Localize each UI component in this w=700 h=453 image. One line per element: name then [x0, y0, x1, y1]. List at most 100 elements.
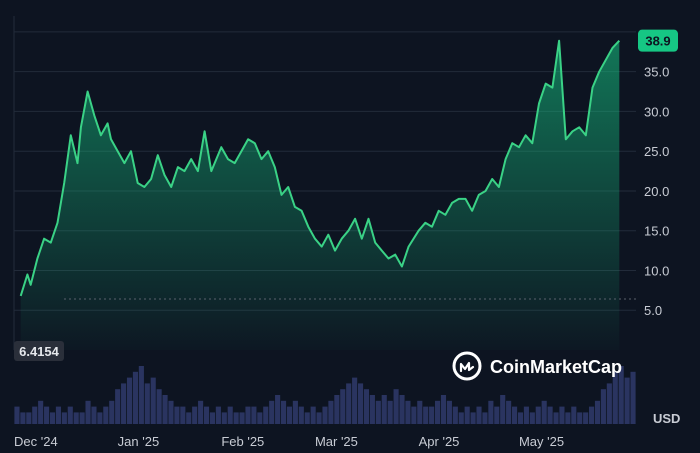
x-tick-label: Mar '25 — [315, 434, 358, 449]
volume-bar — [346, 383, 352, 424]
x-tick-label: Feb '25 — [221, 434, 264, 449]
volume-bar — [215, 406, 221, 424]
x-axis-ticks: Dec '24 Jan '25 Feb '25 Mar '25 Apr '25 May '… — [14, 434, 564, 449]
volume-bar — [174, 406, 180, 424]
volume-bar — [55, 406, 61, 424]
volume-bar — [32, 406, 38, 424]
y-axis-ticks: 5.0 10.0 15.0 20.0 25.0 30.0 35.0 — [644, 65, 669, 319]
volume-bar — [286, 406, 293, 424]
volume-bar — [203, 406, 210, 424]
volume-bar — [363, 389, 370, 424]
volume-bar — [482, 412, 488, 424]
volume-bar — [20, 412, 26, 424]
volume-bar — [233, 412, 239, 424]
volume-bar — [458, 412, 464, 424]
volume-bar — [375, 400, 381, 424]
volume-bar — [275, 395, 281, 424]
volume-bar — [156, 389, 162, 424]
volume-bar — [577, 412, 583, 424]
volume-bar — [565, 412, 571, 424]
volume-bar — [571, 406, 577, 424]
volume-bar — [411, 406, 417, 424]
volume-bar — [434, 400, 441, 424]
volume-bar — [405, 400, 411, 424]
volume-bar — [132, 371, 138, 424]
volume-bar — [553, 412, 559, 424]
price-area-fill — [20, 40, 620, 350]
volume-bar — [109, 400, 115, 424]
brand-watermark: CoinMarketCap — [452, 351, 622, 381]
volume-bar — [589, 406, 595, 424]
volume-bar — [500, 395, 506, 424]
volume-bar — [310, 406, 316, 424]
volume-bar — [239, 412, 245, 424]
volume-bar — [541, 400, 547, 424]
volume-bar — [322, 406, 328, 424]
volume-bar — [600, 389, 606, 424]
volume-bar — [126, 377, 133, 424]
price-area — [19, 39, 621, 350]
y-tick-label: 10.0 — [644, 263, 669, 278]
volume-bar — [91, 406, 97, 424]
volume-bar — [85, 400, 91, 424]
volume-bar — [594, 400, 601, 424]
volume-bar — [429, 406, 435, 424]
volume-bar — [535, 406, 541, 424]
volume-bar — [14, 406, 20, 424]
volume-bar — [26, 412, 32, 424]
volume-bar — [446, 400, 452, 424]
volume-bar — [227, 406, 233, 424]
currency-label: USD — [653, 411, 680, 426]
volume-bar — [298, 406, 304, 424]
y-tick-label: 5.0 — [644, 303, 662, 318]
volume-bar — [304, 412, 310, 424]
volume-bar — [352, 377, 358, 424]
volume-bar — [121, 383, 127, 424]
volume-bar — [251, 406, 257, 424]
volume-bar — [606, 383, 612, 424]
volume-bar — [44, 406, 50, 424]
y-tick-label: 25.0 — [644, 144, 669, 159]
volume-bar — [464, 406, 470, 424]
volume-bar — [192, 406, 198, 424]
volume-bar — [263, 406, 269, 424]
current-price-badge: 38.9 — [638, 29, 678, 52]
volume-bar — [245, 406, 251, 424]
volume-bar — [334, 395, 340, 424]
y-tick-label: 15.0 — [644, 224, 669, 239]
volume-bar — [67, 406, 73, 424]
volume-bar — [328, 400, 334, 424]
volume-bar — [61, 412, 67, 424]
coinmarketcap-logo-icon — [452, 351, 482, 381]
x-tick-label: Apr '25 — [419, 434, 460, 449]
start-price-label: 6.4154 — [14, 341, 64, 361]
volume-bar — [269, 400, 275, 424]
current-price-text: 38.9 — [645, 34, 670, 49]
volume-bar — [257, 412, 263, 424]
volume-bar — [393, 389, 399, 424]
volume-bar — [529, 412, 535, 424]
volume-bar — [618, 366, 624, 424]
volume-bar — [221, 412, 227, 424]
volume-bar — [186, 412, 192, 424]
volume-bar — [369, 395, 375, 424]
volume-bar — [79, 412, 85, 424]
volume-bar — [316, 412, 322, 424]
volume-bar — [488, 400, 494, 424]
volume-bar — [49, 412, 56, 424]
volume-bar — [381, 395, 387, 424]
volume-bar — [150, 377, 156, 424]
volume-bar — [417, 400, 423, 424]
volume-bar — [38, 400, 44, 424]
brand-name: CoinMarketCap — [490, 357, 622, 377]
volume-bar — [494, 406, 500, 424]
volume-bar — [523, 406, 529, 424]
volume-bar — [559, 406, 565, 424]
volume-bar — [138, 366, 144, 424]
start-price-text: 6.4154 — [19, 344, 60, 359]
volume-bar — [115, 389, 121, 424]
price-line — [19, 39, 621, 297]
volume-bar — [280, 400, 287, 424]
